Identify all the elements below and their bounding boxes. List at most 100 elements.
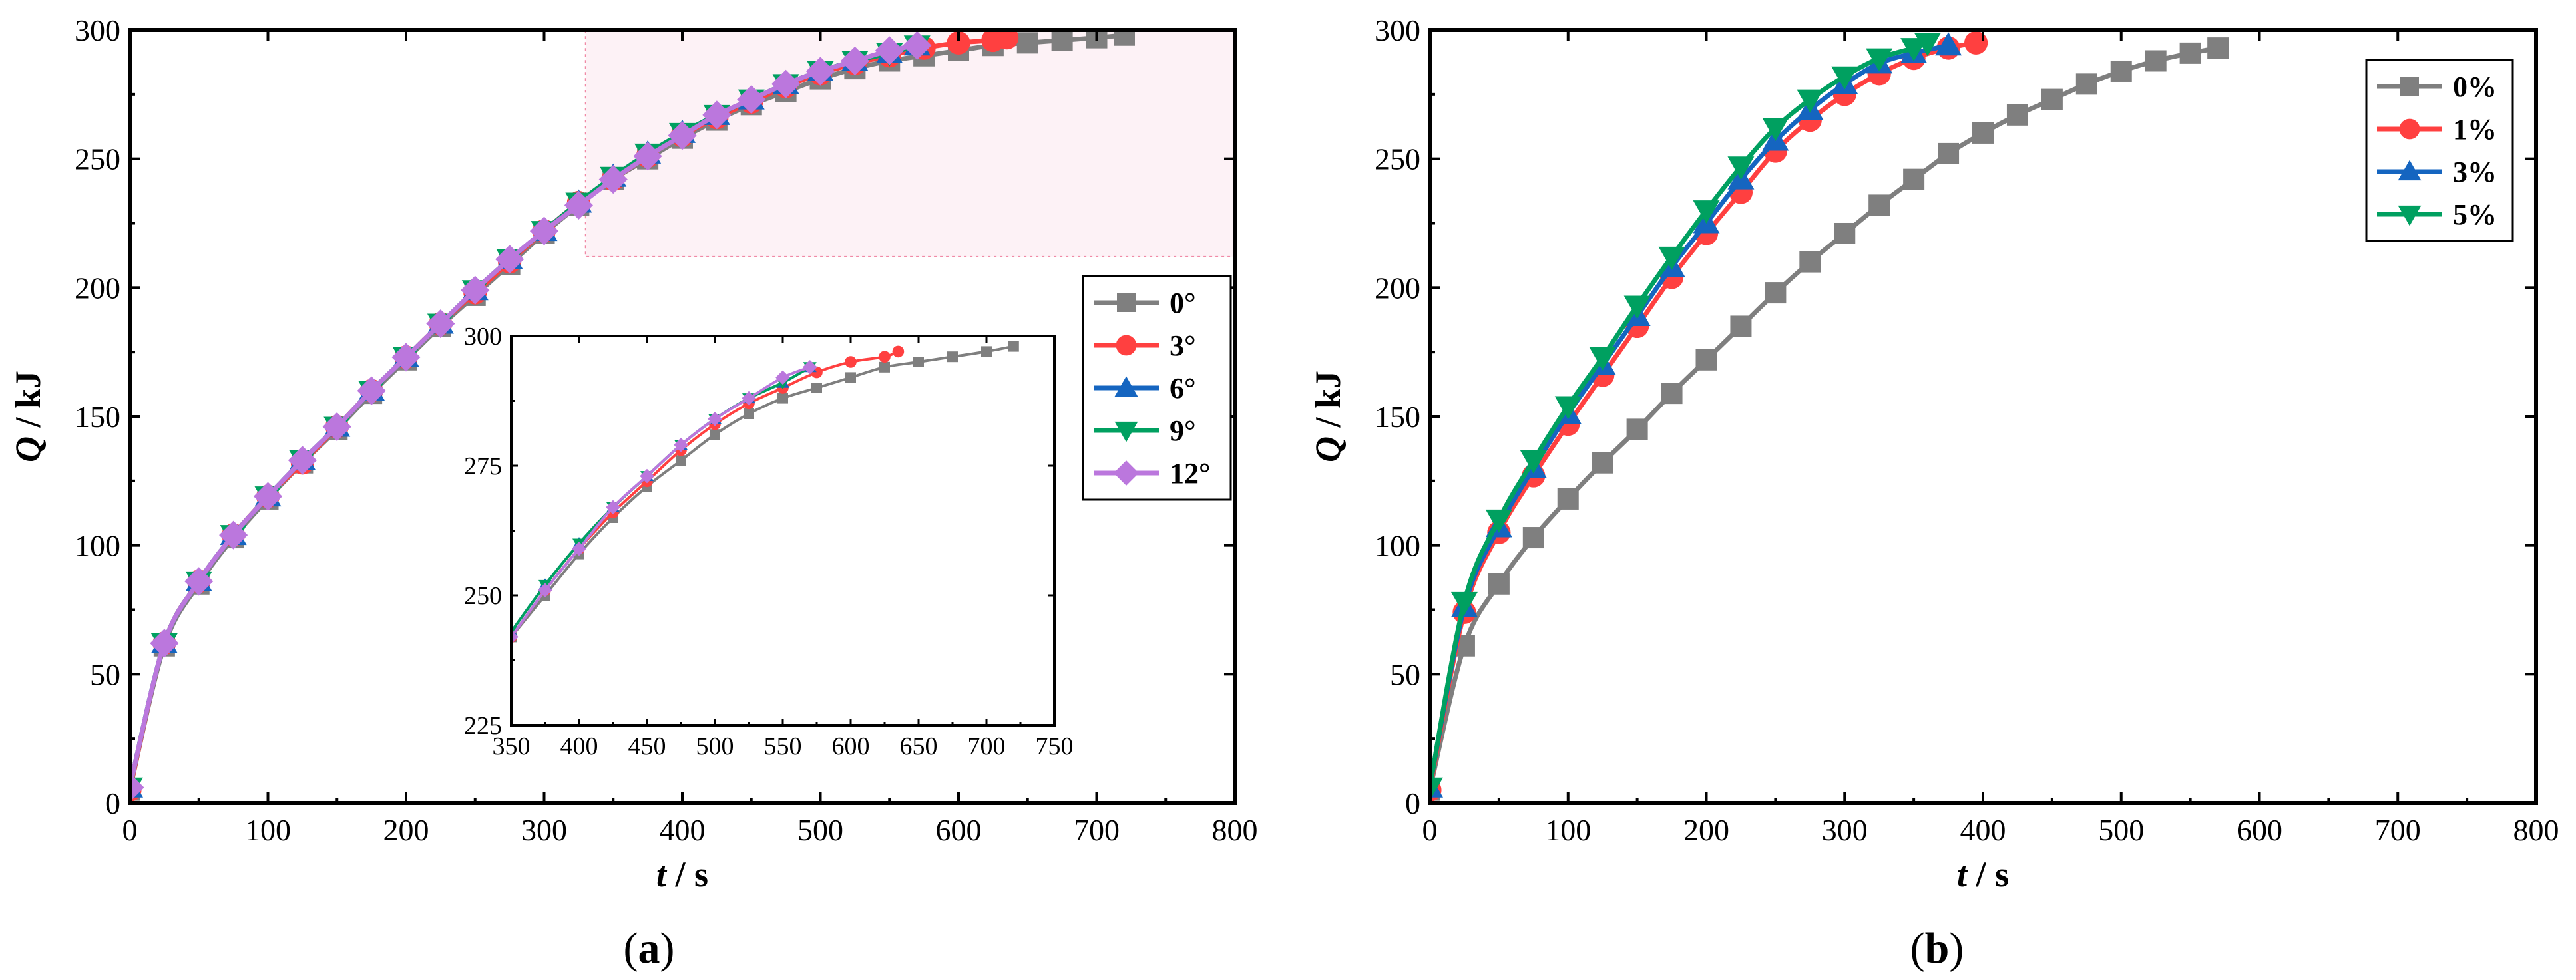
x-tick-label: 800 (2513, 813, 2559, 847)
legend-label: 3° (1170, 329, 1196, 362)
panel-label-letter: a (638, 924, 660, 973)
x-tick-label: 400 (660, 813, 706, 847)
y-tick-label: 0 (1405, 786, 1420, 820)
y-tick-label: 300 (464, 323, 502, 351)
data-point (879, 361, 890, 373)
data-point (1488, 573, 1510, 595)
x-tick-label: 400 (1960, 813, 2006, 847)
legend-label: 9° (1170, 414, 1196, 447)
data-point (1623, 295, 1651, 319)
series-line (1430, 43, 1949, 788)
x-tick-label: 600 (936, 813, 982, 847)
data-point (1114, 30, 1135, 46)
series-5 (130, 31, 932, 802)
data-point (1935, 32, 1962, 56)
panel-label-letter: b (1925, 924, 1950, 973)
legend-box (2365, 59, 2514, 242)
plot-frame (1428, 28, 2538, 805)
data-point (2006, 104, 2028, 126)
y-tick-label: 150 (75, 400, 120, 434)
x-tick-label: 300 (1822, 813, 1868, 847)
data-point (640, 468, 654, 484)
data-point (495, 245, 525, 274)
data-point (708, 412, 722, 426)
x-tick-label: 700 (1074, 813, 1120, 847)
data-point (1016, 32, 1038, 54)
data-point (775, 370, 790, 385)
y-tick-label: 225 (464, 712, 502, 740)
data-point (130, 773, 144, 802)
legend-label: 1% (2453, 113, 2497, 146)
panel-a: 0 100 200 300 400 500 600 700 800 0 50 100 150 200 250… (8, 13, 1258, 973)
x-tick-label: 600 (2237, 813, 2282, 847)
y-tick-label: 0 (105, 786, 120, 820)
x-tick-label: 500 (2098, 813, 2144, 847)
data-point (2179, 42, 2201, 64)
x-tick-label: 450 (628, 733, 666, 760)
zoom-region (584, 29, 1235, 257)
data-point (461, 275, 490, 305)
x-tick-label: 300 (521, 813, 567, 847)
data-point (1592, 452, 1613, 474)
legend-marker (1116, 335, 1137, 356)
plot-frame (128, 28, 1237, 805)
data-point (879, 351, 891, 363)
x-tick-label: 500 (797, 813, 843, 847)
data-point (947, 31, 970, 55)
x-tick-label: 550 (764, 733, 802, 760)
series-line (1430, 41, 1929, 788)
x-tick-label: 0 (122, 813, 138, 847)
y-tick-label: 50 (90, 657, 120, 691)
data-point (426, 309, 455, 339)
data-point (811, 383, 822, 393)
x-axis-label: t / s (1957, 854, 2009, 894)
data-point (845, 356, 857, 368)
data-point (529, 216, 559, 245)
data-point (219, 520, 248, 550)
series-5 (511, 360, 817, 645)
y-tick-label: 200 (1375, 271, 1420, 305)
data-point (288, 446, 317, 475)
legend-label: 0% (2453, 71, 2497, 103)
data-point (391, 343, 421, 372)
data-point (2041, 88, 2063, 110)
data-point (674, 438, 688, 452)
legend-marker (1114, 421, 1138, 442)
data-point (1554, 396, 1582, 420)
y-tick-label: 50 (1390, 657, 1420, 691)
data-point (1693, 200, 1720, 224)
panel-label: (b) (1910, 924, 1964, 973)
data-point (150, 629, 179, 658)
data-point (538, 583, 552, 597)
y-tick-label: 150 (1375, 400, 1420, 434)
x-tick-label: 800 (1212, 813, 1258, 847)
x-tick-label: 650 (900, 733, 938, 760)
data-point (1799, 251, 1821, 273)
data-point (913, 357, 924, 367)
x-axis-variable: t (1957, 854, 1968, 894)
data-point (1972, 122, 1994, 144)
series-line (511, 365, 811, 638)
data-point (892, 345, 905, 358)
x-tick-label: 700 (968, 733, 1006, 760)
data-point (1051, 30, 1073, 51)
series-line (1430, 40, 1977, 791)
y-axis-unit: / kJ (8, 371, 48, 436)
legend-label: 0° (1170, 287, 1196, 319)
data-point (598, 165, 628, 194)
legend-marker (2398, 160, 2422, 181)
data-point (564, 190, 593, 220)
data-point (1485, 509, 1512, 533)
data-point (981, 346, 992, 357)
data-point (1695, 349, 1717, 371)
data-point (184, 567, 214, 596)
inset-chart: 350 400 450 500 550 600 650 700 750 225 250 275 300 (464, 323, 1074, 760)
data-point (2075, 73, 2097, 95)
legend-marker (1114, 376, 1138, 397)
series-line (1430, 45, 2219, 791)
data-point (1914, 33, 1941, 57)
data-point (1938, 142, 1960, 164)
x-tick-label: 200 (383, 813, 429, 847)
y-tick-label: 200 (75, 271, 120, 305)
data-point (805, 57, 835, 86)
